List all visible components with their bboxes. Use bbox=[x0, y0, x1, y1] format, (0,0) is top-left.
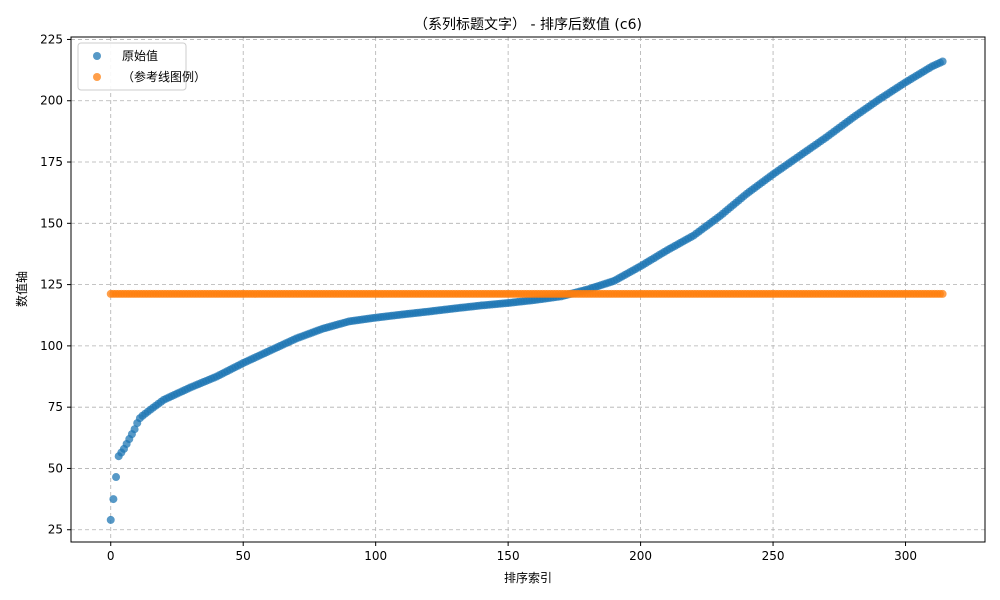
data-point bbox=[938, 289, 947, 298]
x-tick-label: 300 bbox=[894, 549, 917, 563]
grid bbox=[71, 37, 985, 542]
data-point bbox=[112, 473, 121, 482]
y-tick-label: 175 bbox=[40, 155, 63, 169]
y-axis-label: 数值轴 bbox=[14, 271, 29, 307]
x-tick-label: 100 bbox=[364, 549, 387, 563]
x-tick-label: 0 bbox=[107, 549, 115, 563]
x-axis-label: 排序索引 bbox=[504, 570, 552, 585]
y-tick-label: 100 bbox=[40, 339, 63, 353]
legend-box bbox=[77, 42, 187, 91]
x-tick-label: 250 bbox=[762, 549, 785, 563]
y-tick-label: 225 bbox=[40, 32, 63, 46]
y-tick-label: 200 bbox=[40, 94, 63, 108]
data-point bbox=[106, 515, 115, 524]
legend: 原始值 （参考线图例） bbox=[77, 42, 206, 91]
legend-label-series-2: （参考线图例） bbox=[122, 69, 206, 84]
y-tick-label: 50 bbox=[48, 461, 63, 475]
plot-frame bbox=[70, 36, 986, 543]
data-point bbox=[938, 57, 947, 66]
x-tick-label: 200 bbox=[629, 549, 652, 563]
y-tick-label: 125 bbox=[40, 278, 63, 292]
y-tick-label: 25 bbox=[48, 523, 63, 537]
y-tick-label: 150 bbox=[40, 216, 63, 230]
series-1-points bbox=[106, 57, 947, 524]
chart-title: （系列标题文字） - 排序后数值 (c6) bbox=[414, 17, 642, 33]
series-layer bbox=[106, 57, 947, 524]
y-tick-label: 75 bbox=[48, 400, 63, 414]
series-2-points bbox=[106, 289, 947, 298]
x-tick-label: 150 bbox=[497, 549, 520, 563]
legend-marker-series-1 bbox=[93, 52, 101, 60]
data-point bbox=[130, 425, 139, 434]
ticks: 0 50 100 150 200 250 300 25 50 75 100 125 150 175 200 2… bbox=[40, 32, 917, 563]
x-tick-label: 50 bbox=[236, 549, 251, 563]
legend-marker-series-2 bbox=[93, 73, 101, 81]
legend-label-series-1: 原始值 bbox=[122, 48, 158, 63]
data-point bbox=[109, 495, 118, 504]
